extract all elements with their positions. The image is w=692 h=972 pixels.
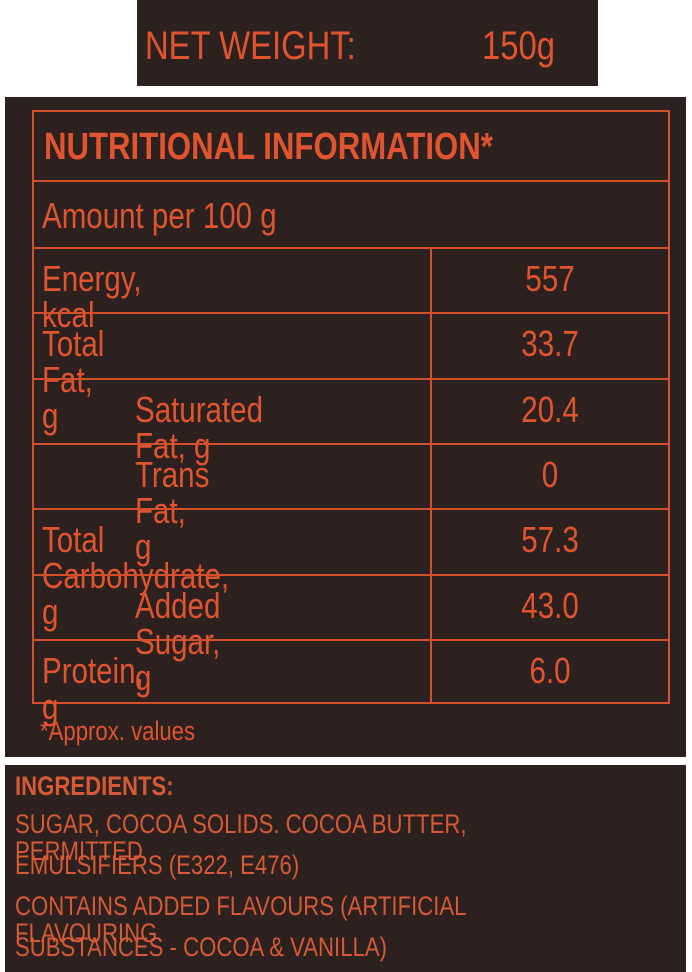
row-label: Added Sugar, g bbox=[135, 584, 239, 698]
row-label: Protein, g bbox=[42, 649, 166, 727]
text: Saturated Fat, g bbox=[135, 388, 264, 466]
text: 6.0 bbox=[529, 649, 571, 691]
text: Total Fat, g bbox=[42, 323, 105, 437]
text: Amount per 100 g bbox=[42, 195, 277, 236]
border bbox=[32, 110, 670, 112]
row-value: 43.0 bbox=[432, 584, 668, 626]
row-label: Total Carbohydrate, g bbox=[42, 522, 270, 630]
text: Protein, g bbox=[42, 649, 144, 727]
ingredients-heading: INGREDIENTS: bbox=[15, 773, 209, 800]
border bbox=[32, 377, 670, 380]
text: Trans Fat, g bbox=[135, 453, 210, 567]
text: INGREDIENTS: bbox=[15, 771, 174, 801]
row-value: 6.0 bbox=[432, 649, 668, 691]
border bbox=[32, 508, 670, 511]
text: Added Sugar, g bbox=[135, 584, 221, 698]
border bbox=[32, 573, 670, 576]
border bbox=[32, 180, 670, 182]
row-label: Total Fat, g bbox=[42, 326, 118, 434]
net-weight-value: 150g bbox=[482, 24, 571, 69]
net-weight-label: NET WEIGHT: bbox=[145, 24, 402, 69]
ingredients-line: CONTAINS ADDED FLAVOURS (ARTIFICIAL FLAV… bbox=[15, 893, 686, 947]
row-label: Saturated Fat, g bbox=[135, 388, 291, 466]
text: Total Carbohydrate, g bbox=[42, 519, 230, 633]
row-label: Trans Fat, g bbox=[135, 453, 226, 567]
border bbox=[32, 110, 34, 704]
ingredients-line: EMULSIFIERS (E322, E476) bbox=[15, 852, 362, 879]
text: SUGAR, COCOA SOLIDS. COCOA BUTTER, PERMI… bbox=[15, 809, 467, 866]
row-value: 20.4 bbox=[432, 388, 668, 430]
border bbox=[32, 638, 670, 641]
net-weight-box: NET WEIGHT: 150g bbox=[137, 0, 598, 86]
text: Energy, kcal bbox=[42, 258, 142, 335]
text: 33.7 bbox=[521, 323, 579, 365]
text: NUTRITIONAL INFORMATION* bbox=[44, 126, 493, 168]
text: EMULSIFIERS (E322, E476) bbox=[15, 850, 300, 880]
text: 150g bbox=[482, 24, 555, 68]
row-value: 33.7 bbox=[432, 326, 668, 362]
row-value: 557 bbox=[432, 261, 668, 297]
footnote: *Approx. values bbox=[40, 716, 229, 747]
nutrition-panel bbox=[5, 97, 686, 757]
ingredients-line: SUGAR, COCOA SOLIDS. COCOA BUTTER, PERMI… bbox=[15, 811, 686, 865]
text: 57.3 bbox=[521, 519, 579, 561]
text: 43.0 bbox=[521, 584, 579, 626]
table-title: NUTRITIONAL INFORMATION* bbox=[44, 126, 591, 169]
text: *Approx. values bbox=[40, 716, 196, 746]
table-basis: Amount per 100 g bbox=[42, 195, 328, 237]
text: SUBSTANCES - COCOA & VANILLA) bbox=[15, 932, 387, 962]
row-label: Energy, kcal bbox=[42, 261, 163, 333]
border bbox=[32, 312, 670, 315]
ingredients-line: SUBSTANCES - COCOA & VANILLA) bbox=[15, 934, 469, 961]
row-value: 0 bbox=[432, 453, 668, 495]
border bbox=[32, 442, 670, 445]
text: CONTAINS ADDED FLAVOURS (ARTIFICIAL FLAV… bbox=[15, 891, 466, 948]
text: NET WEIGHT: bbox=[145, 24, 356, 68]
text: 20.4 bbox=[521, 388, 579, 430]
border bbox=[32, 247, 670, 249]
text: 557 bbox=[525, 258, 575, 299]
text: 0 bbox=[541, 453, 559, 495]
row-value: 57.3 bbox=[432, 522, 668, 558]
border bbox=[32, 702, 670, 704]
border bbox=[430, 247, 432, 703]
ingredients-panel: INGREDIENTS: SUGAR, COCOA SOLIDS. COCOA … bbox=[5, 765, 686, 972]
border bbox=[668, 110, 670, 704]
